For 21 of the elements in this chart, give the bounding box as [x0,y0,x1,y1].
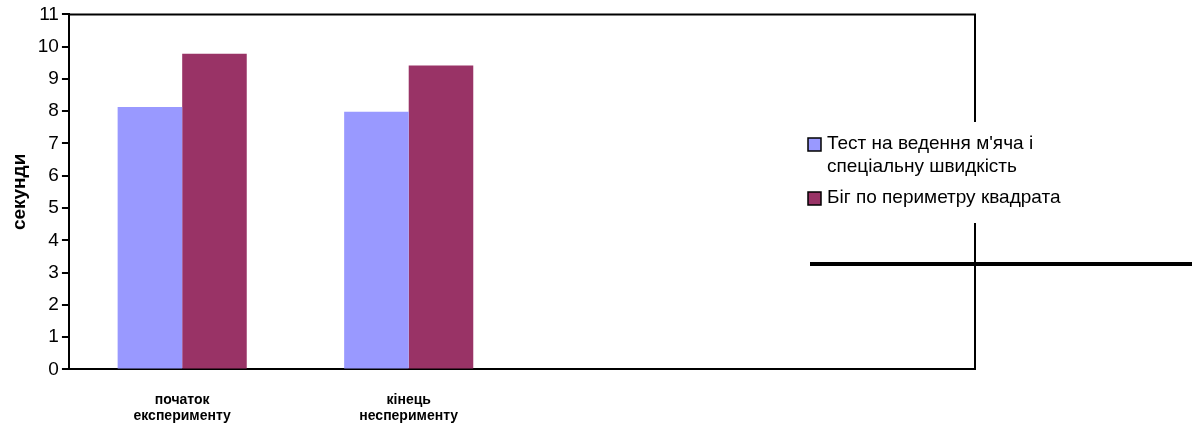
y-tick-label: 6 [48,164,59,185]
y-tick-label: 2 [48,293,59,315]
y-tick-label: 5 [48,196,59,218]
y-tick-label: 0 [48,357,59,379]
x-tick-label: початок експерименту [133,390,232,424]
y-tick-label: 1 [48,325,59,347]
x-tick-label: кінець несперименту [359,390,459,424]
legend-label: Біг по периметру квадрата [827,185,1061,207]
y-tick-label: 10 [37,34,59,56]
bar [344,111,409,369]
bar [408,65,474,369]
y-tick-label: 3 [48,260,59,282]
legend-label: Тест на ведення м'яча і спеціальну швидкість [827,131,1034,176]
y-axis-title: секунди [7,153,29,231]
bar [182,53,247,369]
y-tick-label: 8 [48,99,59,121]
y-tick-label: 4 [48,228,60,250]
y-tick-label: 9 [48,67,59,89]
y-tick-label: 7 [48,131,59,153]
y-tick-label: 11 [39,2,59,24]
bar [117,107,183,369]
